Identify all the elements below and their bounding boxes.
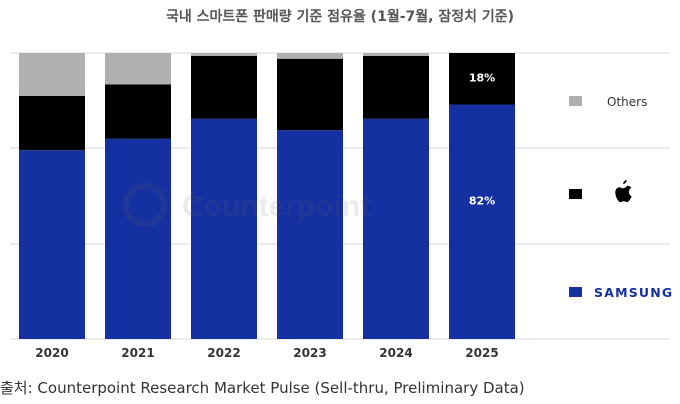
- legend-swatch-samsung: [569, 287, 582, 297]
- x-tick-label-2024: 2024: [379, 346, 412, 360]
- bar-series-1-2022: [191, 55, 257, 119]
- bar-series-1-2023: [277, 58, 343, 131]
- watermark-logo-icon: [123, 183, 167, 227]
- x-tick-label-2021: 2021: [121, 346, 154, 360]
- bar-samsung-2025: [449, 104, 515, 339]
- bar-series-1-2024: [363, 55, 429, 119]
- stacked-bar-chart: 82% 18% 2020 2021 2022 2023 2024 2025 Others SA…: [10, 52, 673, 360]
- data-labels: 82% 18%: [469, 72, 495, 208]
- bar-others-2023: [277, 53, 343, 59]
- chart-title: 국내 스마트폰 판매량 기준 점유율 (1월-7월, 잠정치 기준): [165, 9, 514, 25]
- bar-series-1-2020: [19, 95, 85, 151]
- bar-samsung-2024: [363, 118, 429, 339]
- bar-samsung-2022: [191, 118, 257, 339]
- legend: Others SAMSUNG: [569, 95, 673, 300]
- bar-series-1-2025: [449, 53, 515, 105]
- data-label-apple-2025: 18%: [469, 72, 495, 85]
- legend-label-samsung: SAMSUNG: [594, 285, 673, 300]
- bar-others-2024: [363, 53, 429, 56]
- x-tick-label-2025: 2025: [465, 346, 498, 360]
- data-label-samsung-2025: 82%: [469, 195, 495, 208]
- bars: [19, 53, 515, 339]
- legend-label-others: Others: [607, 95, 647, 109]
- watermark: Counterpoint: [123, 183, 370, 227]
- bar-samsung-2020: [19, 150, 85, 339]
- watermark-text: Counterpoint: [182, 190, 370, 223]
- bar-others-2020: [19, 53, 85, 96]
- x-tick-label-2023: 2023: [293, 346, 326, 360]
- x-tick-label-2020: 2020: [35, 346, 68, 360]
- bar-samsung-2023: [277, 130, 343, 339]
- bar-others-2022: [191, 53, 257, 56]
- apple-logo-icon: [615, 180, 632, 203]
- legend-swatch-apple: [569, 189, 582, 199]
- legend-swatch-others: [569, 96, 582, 106]
- x-tick-label-2022: 2022: [207, 346, 240, 360]
- x-tick-labels: 2020 2021 2022 2023 2024 2025: [35, 346, 498, 360]
- bar-series-1-2021: [105, 84, 171, 139]
- source-note: 출처: Counterpoint Research Market Pulse (…: [0, 379, 525, 397]
- bar-samsung-2021: [105, 138, 171, 339]
- bar-others-2021: [105, 53, 171, 85]
